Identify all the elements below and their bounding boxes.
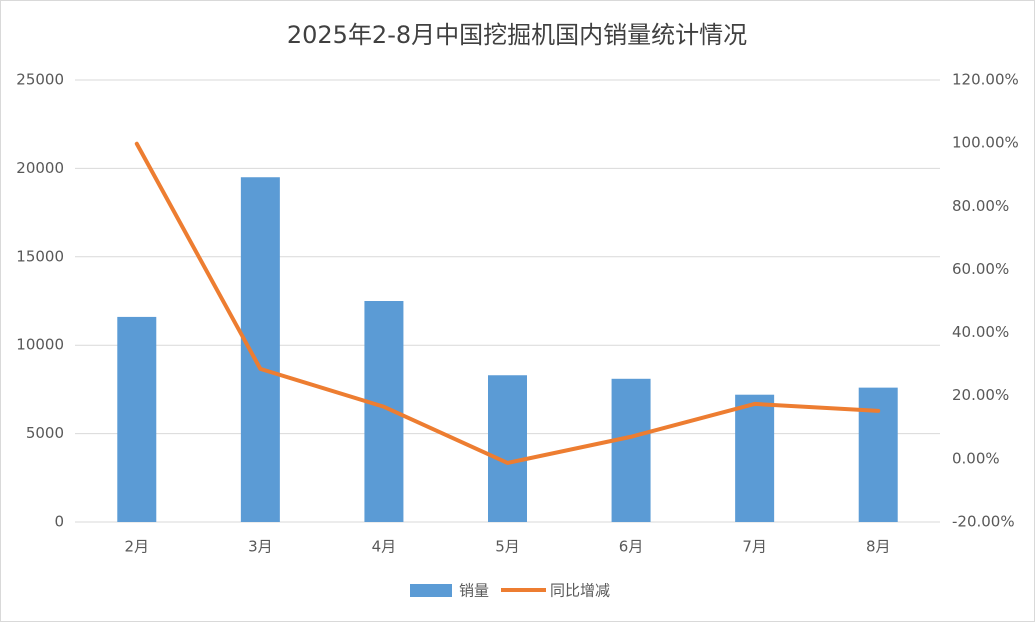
- bar: [858, 387, 898, 522]
- bar: [488, 375, 527, 522]
- legend-label: 同比增减: [550, 582, 610, 600]
- x-tick-label: 5月: [495, 538, 520, 556]
- bar: [735, 394, 775, 522]
- x-tick-label: 6月: [619, 538, 644, 556]
- x-tick-label: 4月: [372, 538, 397, 556]
- y-tick-label: 15000: [16, 247, 64, 265]
- y2-tick-label: 0.00%: [952, 449, 1000, 467]
- bar: [240, 177, 280, 523]
- y-tick-label: 25000: [16, 71, 64, 89]
- line: [134, 141, 881, 465]
- chart-title: 2025年2-8月中国挖掘机国内销量统计情况: [287, 21, 747, 49]
- y2-tick-label: -20.00%: [952, 513, 1015, 531]
- bar: [117, 316, 157, 522]
- y2-tick-label: 40.00%: [952, 323, 1009, 341]
- x-tick-label: 8月: [866, 538, 891, 556]
- y-tick-label: 5000: [26, 424, 64, 442]
- y2-tick-label: 60.00%: [952, 260, 1009, 278]
- y2-tick-label: 100.00%: [952, 134, 1019, 152]
- y2-tick-label: 80.00%: [952, 197, 1009, 215]
- legend-label: 销量: [459, 582, 489, 600]
- x-tick-label: 3月: [248, 538, 273, 556]
- y2-tick-label: 120.00%: [952, 71, 1019, 89]
- y2-tick-label: 20.00%: [952, 386, 1009, 404]
- x-tick-label: 7月: [742, 538, 767, 556]
- y-tick-label: 0: [54, 513, 64, 531]
- x-tick-label: 2月: [125, 538, 150, 556]
- legend-swatch: [410, 584, 452, 597]
- y-tick-label: 20000: [16, 159, 64, 177]
- bar: [611, 378, 651, 522]
- y-tick-label: 10000: [16, 336, 64, 354]
